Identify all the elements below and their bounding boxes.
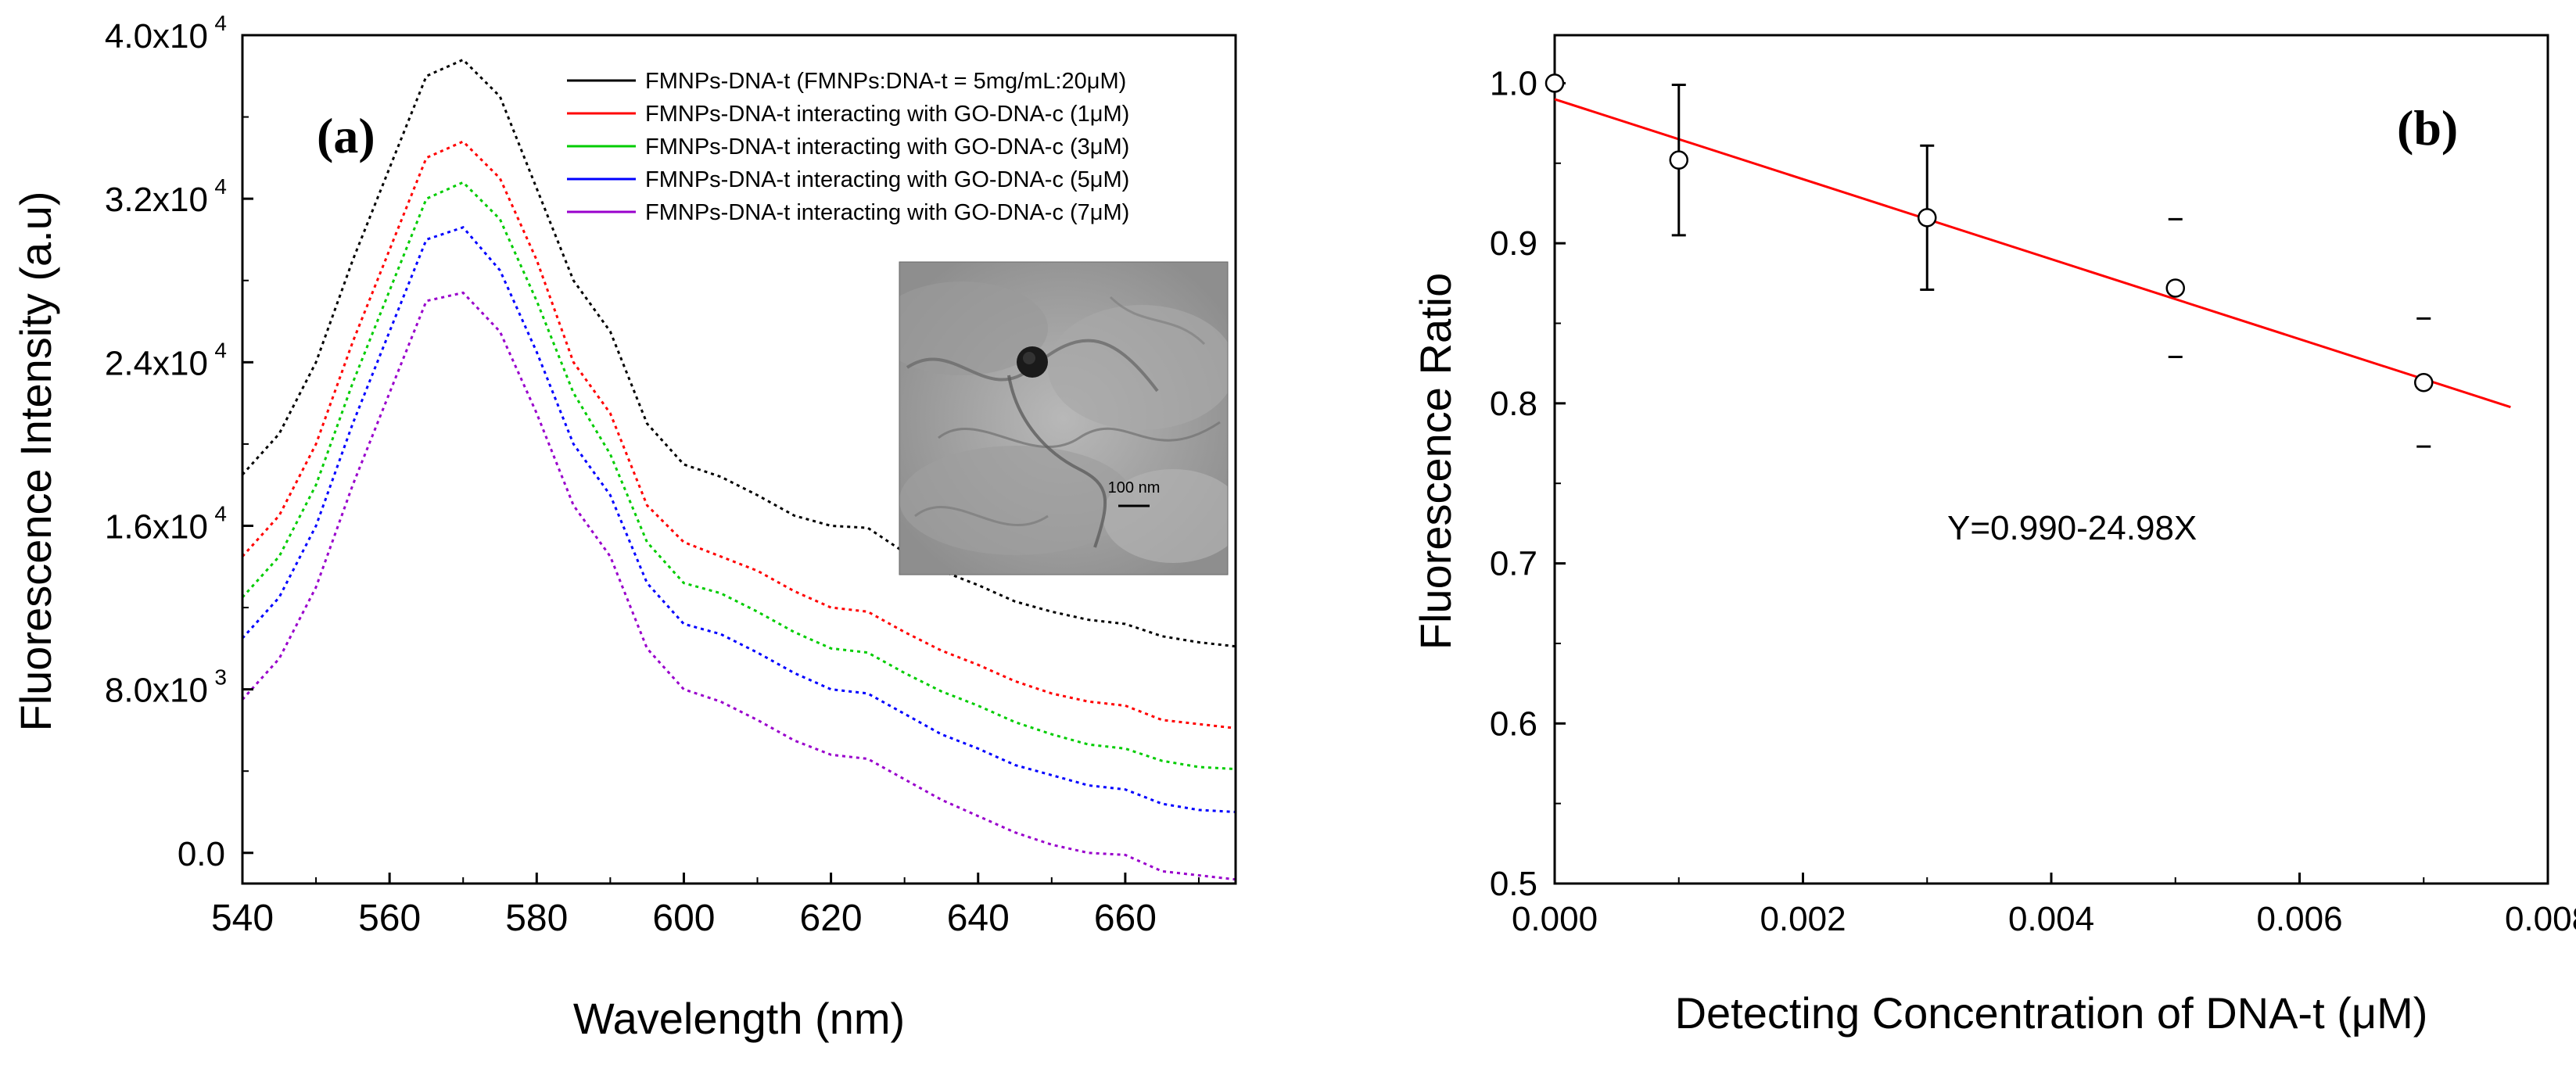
panel-a-chart: 540 560 580 600 620 640 660 0.08.0x10 31.6x10 42…	[11, 11, 1237, 1043]
data-point-3	[1918, 144, 1937, 291]
panel-b-label: (b)	[2397, 100, 2458, 156]
x-tick-label: 620	[800, 898, 863, 939]
x-tick-label: 0.006	[2256, 900, 2342, 938]
x-tick-label: 0.008	[2505, 900, 2576, 938]
data-point-5	[2414, 317, 2434, 448]
x-tick-label: 0.004	[2008, 900, 2094, 938]
series-line-1	[241, 58, 1236, 648]
y-tick-label: 0.0	[178, 835, 225, 873]
panel-a-series-lines	[241, 58, 1236, 881]
y-tick-exponent: 4	[214, 174, 227, 199]
y-tick-label: 0.6	[1490, 704, 1537, 743]
marker	[2165, 278, 2185, 298]
x-tick-label: 660	[1094, 898, 1157, 939]
panel-b-y-tick-labels: 0.5 0.6 0.7 0.8 0.9 1.0	[1490, 64, 1537, 903]
panel-b-y-axis-label: Fluorescence Ratio	[1411, 273, 1460, 650]
panel-b-ticks	[1553, 81, 2549, 885]
x-tick-label: 560	[358, 898, 421, 939]
y-tick-label: 4.0x10	[105, 17, 208, 56]
marker	[1669, 150, 1688, 170]
y-tick-label: 8.0x10	[105, 672, 208, 710]
panel-a-plot-frame	[241, 34, 1237, 885]
x-tick-label: 540	[211, 898, 274, 939]
panel-a-y-axis-label: Fluorescence Intensity (a.u)	[11, 192, 60, 732]
marker	[1545, 73, 1565, 93]
panel-a-x-axis-label: Wavelength (nm)	[573, 994, 905, 1043]
series-line-4	[241, 226, 1236, 813]
fit-line	[1554, 98, 2511, 409]
y-tick-exponent: 4	[214, 11, 227, 35]
panel-a-label: (a)	[317, 108, 375, 163]
fit-equation: Y=0.990-24.98X	[1947, 509, 2197, 547]
y-tick-label: 0.7	[1490, 545, 1537, 583]
data-point-4	[2165, 217, 2185, 358]
y-tick-exponent: 4	[214, 338, 227, 362]
scale-bar-label: 100 nm	[1108, 479, 1161, 496]
data-point-1	[1545, 73, 1565, 93]
legend-entry: FMNPs-DNA-t interacting with GO-DNA-c (7…	[645, 200, 1129, 225]
panel-a-legend: FMNPs-DNA-t (FMNPs:DNA-t = 5mg/mL:20μM) F…	[567, 69, 1129, 225]
legend-entry: FMNPs-DNA-t (FMNPs:DNA-t = 5mg/mL:20μM)	[645, 69, 1126, 94]
panel-b-x-tick-labels: 0.000 0.002 0.004 0.006 0.008	[1512, 900, 2576, 938]
series-line-2	[241, 140, 1236, 729]
y-tick-label: 2.4x10	[105, 344, 208, 382]
marker	[1918, 208, 1937, 228]
y-tick-label: 0.9	[1490, 224, 1537, 263]
marker	[2414, 372, 2434, 393]
x-tick-label: 0.002	[1760, 900, 1846, 938]
panel-b-fit-line	[1554, 98, 2511, 409]
y-tick-label: 1.0	[1490, 64, 1537, 102]
panel-a-y-tick-labels: 0.08.0x10 31.6x10 42.4x10 43.2x10 44.0x10 4	[105, 11, 227, 873]
y-tick-label: 1.6x10	[105, 507, 208, 546]
y-tick-exponent: 3	[214, 665, 227, 690]
x-tick-label: 600	[652, 898, 715, 939]
x-tick-label: 0.000	[1512, 900, 1598, 938]
panel-a-x-tick-labels: 540 560 580 600 620 640 660	[211, 898, 1157, 939]
y-tick-exponent: 4	[214, 501, 227, 525]
y-tick-label: 3.2x10	[105, 181, 208, 219]
legend-entry: FMNPs-DNA-t interacting with GO-DNA-c (5…	[645, 167, 1129, 192]
panel-b-data-points	[1545, 73, 2434, 448]
y-tick-label: 0.5	[1490, 865, 1537, 903]
panel-b-x-axis-label: Detecting Concentration of DNA-t (μM)	[1675, 988, 2428, 1038]
x-tick-label: 640	[947, 898, 1010, 939]
x-tick-label: 580	[505, 898, 568, 939]
panel-a-ticks	[241, 34, 1200, 884]
series-line-5	[241, 291, 1236, 881]
inset-tem-image: 100 nm	[899, 261, 1229, 575]
legend-entry: FMNPs-DNA-t interacting with GO-DNA-c (1…	[645, 102, 1129, 127]
y-tick-label: 0.8	[1490, 385, 1537, 423]
data-point-2	[1669, 83, 1688, 237]
legend-entry: FMNPs-DNA-t interacting with GO-DNA-c (3…	[645, 134, 1129, 160]
